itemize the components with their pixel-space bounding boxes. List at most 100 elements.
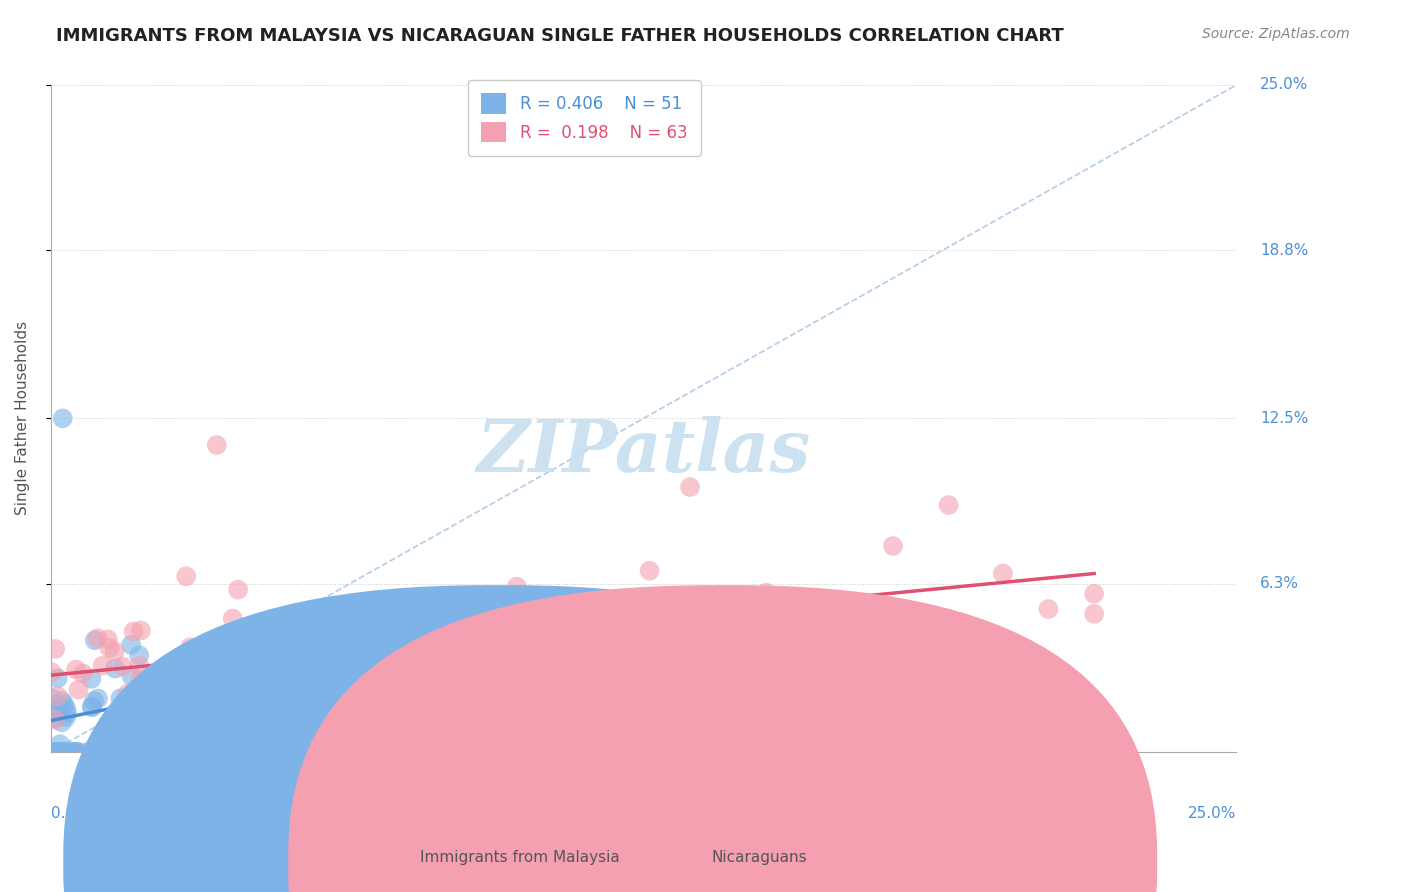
Point xyxy=(51,694,73,708)
Point xyxy=(46,689,69,703)
Point xyxy=(179,640,201,655)
Point xyxy=(72,666,94,681)
Point xyxy=(882,539,904,553)
Point xyxy=(131,745,153,759)
Point xyxy=(56,706,79,721)
Legend: R = 0.406    N = 51, R =  0.198    N = 63: R = 0.406 N = 51, R = 0.198 N = 63 xyxy=(468,80,700,155)
Point xyxy=(46,745,69,759)
Point xyxy=(49,737,72,751)
Point xyxy=(188,642,211,657)
Point xyxy=(226,582,249,597)
Point xyxy=(59,745,82,759)
Point xyxy=(93,745,115,759)
Point xyxy=(444,631,467,645)
Point xyxy=(120,638,142,652)
Point xyxy=(991,566,1014,581)
Point xyxy=(46,671,69,685)
Point xyxy=(149,710,172,724)
Point xyxy=(122,693,145,707)
Point xyxy=(80,699,103,714)
Y-axis label: Single Father Households: Single Father Households xyxy=(15,321,30,516)
Point xyxy=(1083,587,1105,601)
Point xyxy=(174,569,197,583)
Point xyxy=(98,640,121,655)
Point xyxy=(80,672,103,686)
Text: 6.3%: 6.3% xyxy=(1260,576,1299,591)
Point xyxy=(132,674,155,689)
Point xyxy=(276,670,298,684)
Point xyxy=(221,725,243,739)
Point xyxy=(44,641,66,656)
Point xyxy=(430,731,453,745)
Point xyxy=(104,644,127,658)
Point xyxy=(323,681,346,696)
Point xyxy=(215,657,238,671)
Point xyxy=(145,680,167,694)
Point xyxy=(115,734,138,748)
Point xyxy=(254,653,277,667)
Point xyxy=(49,745,72,759)
Point xyxy=(475,685,498,699)
Point xyxy=(128,648,150,663)
Point xyxy=(44,713,66,727)
Point xyxy=(145,745,167,759)
Point xyxy=(49,745,72,759)
Point xyxy=(938,498,960,512)
Point xyxy=(39,702,62,716)
Point xyxy=(222,675,245,690)
Point xyxy=(105,745,128,759)
Point xyxy=(218,669,240,683)
Point xyxy=(506,580,529,594)
Point xyxy=(62,745,84,759)
Point xyxy=(87,691,110,706)
Point xyxy=(205,438,228,452)
Point xyxy=(117,686,139,700)
Point xyxy=(273,685,295,699)
Text: Nicaraguans: Nicaraguans xyxy=(711,850,807,865)
Point xyxy=(122,624,145,639)
Point xyxy=(45,745,67,759)
Point xyxy=(519,624,541,639)
Point xyxy=(129,624,152,638)
Point xyxy=(110,691,132,706)
Point xyxy=(129,673,152,687)
Point xyxy=(53,698,76,712)
Point xyxy=(638,564,661,578)
Point xyxy=(128,659,150,673)
Point xyxy=(121,669,143,683)
Point xyxy=(264,664,287,678)
Point xyxy=(66,745,89,759)
Point xyxy=(222,611,245,625)
Point xyxy=(66,745,89,759)
Text: IMMIGRANTS FROM MALAYSIA VS NICARAGUAN SINGLE FATHER HOUSEHOLDS CORRELATION CHAR: IMMIGRANTS FROM MALAYSIA VS NICARAGUAN S… xyxy=(56,27,1064,45)
Point xyxy=(77,745,100,759)
Point xyxy=(65,663,87,677)
Point xyxy=(55,702,77,716)
Point xyxy=(755,585,778,599)
Text: 25.0%: 25.0% xyxy=(1188,806,1236,822)
Point xyxy=(399,648,422,662)
Point xyxy=(97,632,120,647)
Point xyxy=(191,665,214,680)
Point xyxy=(173,679,195,693)
Point xyxy=(42,711,65,725)
Text: 0.0%: 0.0% xyxy=(51,806,90,822)
Point xyxy=(41,691,63,706)
Text: Immigrants from Malaysia: Immigrants from Malaysia xyxy=(420,850,620,865)
Point xyxy=(83,694,105,708)
Point xyxy=(51,715,73,730)
Point xyxy=(41,700,63,714)
Point xyxy=(297,651,319,665)
Point xyxy=(55,710,77,724)
Point xyxy=(41,665,63,680)
Point xyxy=(423,651,446,665)
Point xyxy=(312,657,335,671)
Point xyxy=(679,480,702,494)
Point xyxy=(118,727,141,741)
Point xyxy=(139,669,162,683)
Point xyxy=(52,411,75,425)
Point xyxy=(104,661,127,675)
Point xyxy=(83,633,105,648)
Point xyxy=(301,616,323,631)
Point xyxy=(82,700,104,714)
